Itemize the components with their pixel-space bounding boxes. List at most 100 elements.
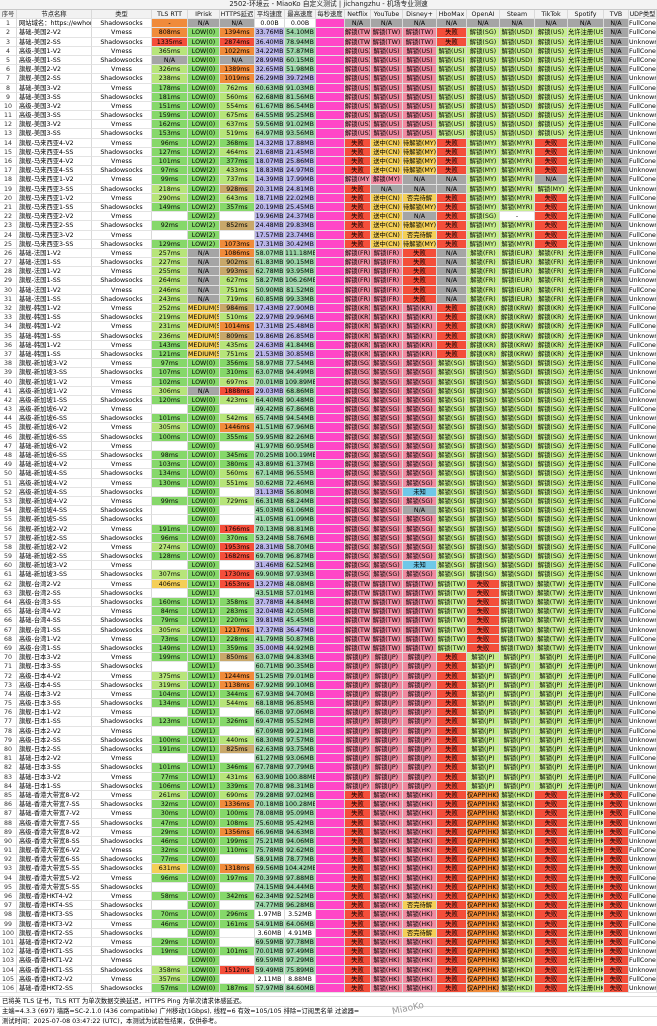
- cell-node-name: 高级-日本3-SS: [17, 699, 92, 709]
- cell-https-latency: 809ms: [220, 331, 255, 341]
- cell-udp-type: FullCone: [629, 937, 657, 948]
- cell-avg-speed: 61.83MB: [255, 258, 285, 268]
- cell-node-name: 高级-香港HKT1-V2: [17, 956, 92, 966]
- cell-index: 82: [0, 763, 17, 773]
- cell-tvb: N/A: [604, 515, 629, 525]
- cell-netflix: N/A: [345, 19, 371, 29]
- cell-udp-type: Unknown: [629, 129, 657, 139]
- cell-node-name: 旗舰-新加坡2-SS: [17, 533, 92, 543]
- cell-avg-speed: 58.07MB: [255, 248, 285, 259]
- table-row: 48 基础-新加坡6-SS Shadowsocks 98ms LOW(0) 345ms 70…: [0, 451, 657, 461]
- cell-tiktok: 解锁(SG): [535, 451, 568, 461]
- cell-hbomax: 失败: [437, 147, 467, 157]
- cell-iprisk: LOW(0): [188, 533, 220, 543]
- cell-type: Vmess: [92, 46, 152, 56]
- cell-udp-type: Unknown: [629, 717, 657, 727]
- cell-max-speed: 30.42MB: [285, 239, 316, 249]
- cell-per-second: [316, 598, 345, 608]
- cell-steam: 解锁(HKD): [500, 790, 535, 801]
- cell-https-latency: [220, 405, 255, 415]
- cell-per-second: [316, 533, 345, 543]
- cell-index: 1: [0, 19, 17, 29]
- cell-type: Vmess: [92, 248, 152, 259]
- cell-steam: 解锁(HKD): [500, 901, 535, 911]
- cell-type: Shadowsocks: [92, 129, 152, 139]
- cell-iprisk: MEDIUM(50): [188, 349, 220, 360]
- cell-index: 74: [0, 689, 17, 700]
- cell-max-speed: 97.93MB: [285, 570, 316, 580]
- cell-max-speed: 98.81MB: [285, 524, 316, 534]
- cell-openai: 解锁(JP): [467, 735, 500, 745]
- cell-youtube: 解锁(SG): [371, 496, 403, 507]
- cell-node-name: 旗舰-马来西亚3-SS: [17, 239, 92, 249]
- cell-per-second: [316, 588, 345, 598]
- cell-netflix: 失败: [345, 166, 371, 176]
- cell-iprisk: LOW(1): [188, 735, 220, 745]
- cell-udp-type: Unknown: [629, 166, 657, 176]
- cell-netflix: 解锁(KR): [345, 313, 371, 323]
- cell-tvb: N/A: [604, 340, 629, 350]
- cell-index: 106: [0, 983, 17, 994]
- cell-tls-rtt: 1335ms: [152, 37, 188, 47]
- cell-https-latency: [220, 212, 255, 222]
- cell-https-latency: 637ms: [220, 120, 255, 130]
- cell-openai: 解锁(US): [467, 120, 500, 130]
- cell-disney: 失败: [403, 294, 437, 304]
- cell-tls-rtt: 70ms: [152, 910, 188, 920]
- cell-iprisk: LOW(1): [188, 616, 220, 626]
- cell-netflix: 解锁(TW): [345, 607, 371, 617]
- cell-tiktok: 失败: [535, 956, 568, 966]
- cell-tvb: 失败: [604, 892, 629, 902]
- table-row: 96 旗舰-香港HKT4-V2 Vmess 58ms LOW(0) 342ms 62.34M…: [0, 892, 657, 902]
- cell-steam: 解锁(HKD): [500, 882, 535, 892]
- cell-per-second: [316, 377, 345, 387]
- cell-per-second: [316, 983, 345, 994]
- cell-hbomax: 失败: [437, 239, 467, 249]
- cell-netflix: 失败: [345, 855, 371, 865]
- cell-https-latency: 228ms: [220, 634, 255, 644]
- cell-netflix: 解锁(SG): [345, 570, 371, 580]
- cell-netflix: 解锁(KR): [345, 349, 371, 360]
- cell-steam: 解锁(SGD): [500, 460, 535, 470]
- cell-tvb: N/A: [604, 781, 629, 791]
- cell-index: 35: [0, 331, 17, 341]
- cell-disney: 解锁(JP): [403, 754, 437, 764]
- cell-steam: 解锁(JPY): [500, 671, 535, 681]
- cell-per-second: [316, 754, 345, 764]
- cell-netflix: 解锁(JP): [345, 717, 371, 727]
- table-row: 88 高级-香港大带宽7-SS Shadowsocks 47ms LOW(0) 108ms…: [0, 818, 657, 828]
- cell-type: Vmess: [92, 405, 152, 415]
- cell-tiktok: 失败: [535, 901, 568, 911]
- cell-avg-speed: 24.63MB: [255, 340, 285, 350]
- cell-youtube: 解锁(SG): [371, 469, 403, 479]
- cell-iprisk: LOW(0): [188, 873, 220, 883]
- cell-udp-type: Unknown: [629, 533, 657, 543]
- cell-https-latency: 751ms: [220, 349, 255, 360]
- cell-steam: 解锁(SGD): [500, 414, 535, 424]
- cell-type: Shadowsocks: [92, 745, 152, 755]
- cell-spotify: 允许注册(HK): [568, 800, 604, 810]
- cell-netflix: 解锁(KR): [345, 340, 371, 350]
- cell-hbomax: 失败: [437, 809, 467, 819]
- cell-tvb: N/A: [604, 726, 629, 736]
- cell-netflix: 解锁(JP): [345, 708, 371, 718]
- cell-tvb: N/A: [604, 552, 629, 562]
- cell-udp-type: FullCone: [629, 846, 657, 856]
- cell-spotify: 允许注册(JP): [568, 699, 604, 709]
- cell-youtube: 解锁(TW): [371, 579, 403, 589]
- cell-openai: 解锁(KR): [467, 313, 500, 323]
- cell-type: Vmess: [92, 157, 152, 167]
- cell-node-name: 旗舰-香港HKT3-V2: [17, 919, 92, 929]
- cell-type: Vmess: [92, 772, 152, 782]
- cell-hbomax: N/A: [437, 276, 467, 286]
- cell-steam: 解锁(HKD): [500, 827, 535, 837]
- cell-index: 42: [0, 395, 17, 406]
- cell-tls-rtt: 261ms: [152, 790, 188, 801]
- cell-tls-rtt: [152, 882, 188, 892]
- cell-type: Vmess: [92, 193, 152, 203]
- cell-netflix: 解锁(SG): [345, 515, 371, 525]
- cell-udp-type: FullCone: [629, 772, 657, 782]
- cell-avg-speed: 63.90MB: [255, 772, 285, 782]
- cell-per-second: [316, 101, 345, 112]
- cell-tiktok: 解锁(KR): [535, 313, 568, 323]
